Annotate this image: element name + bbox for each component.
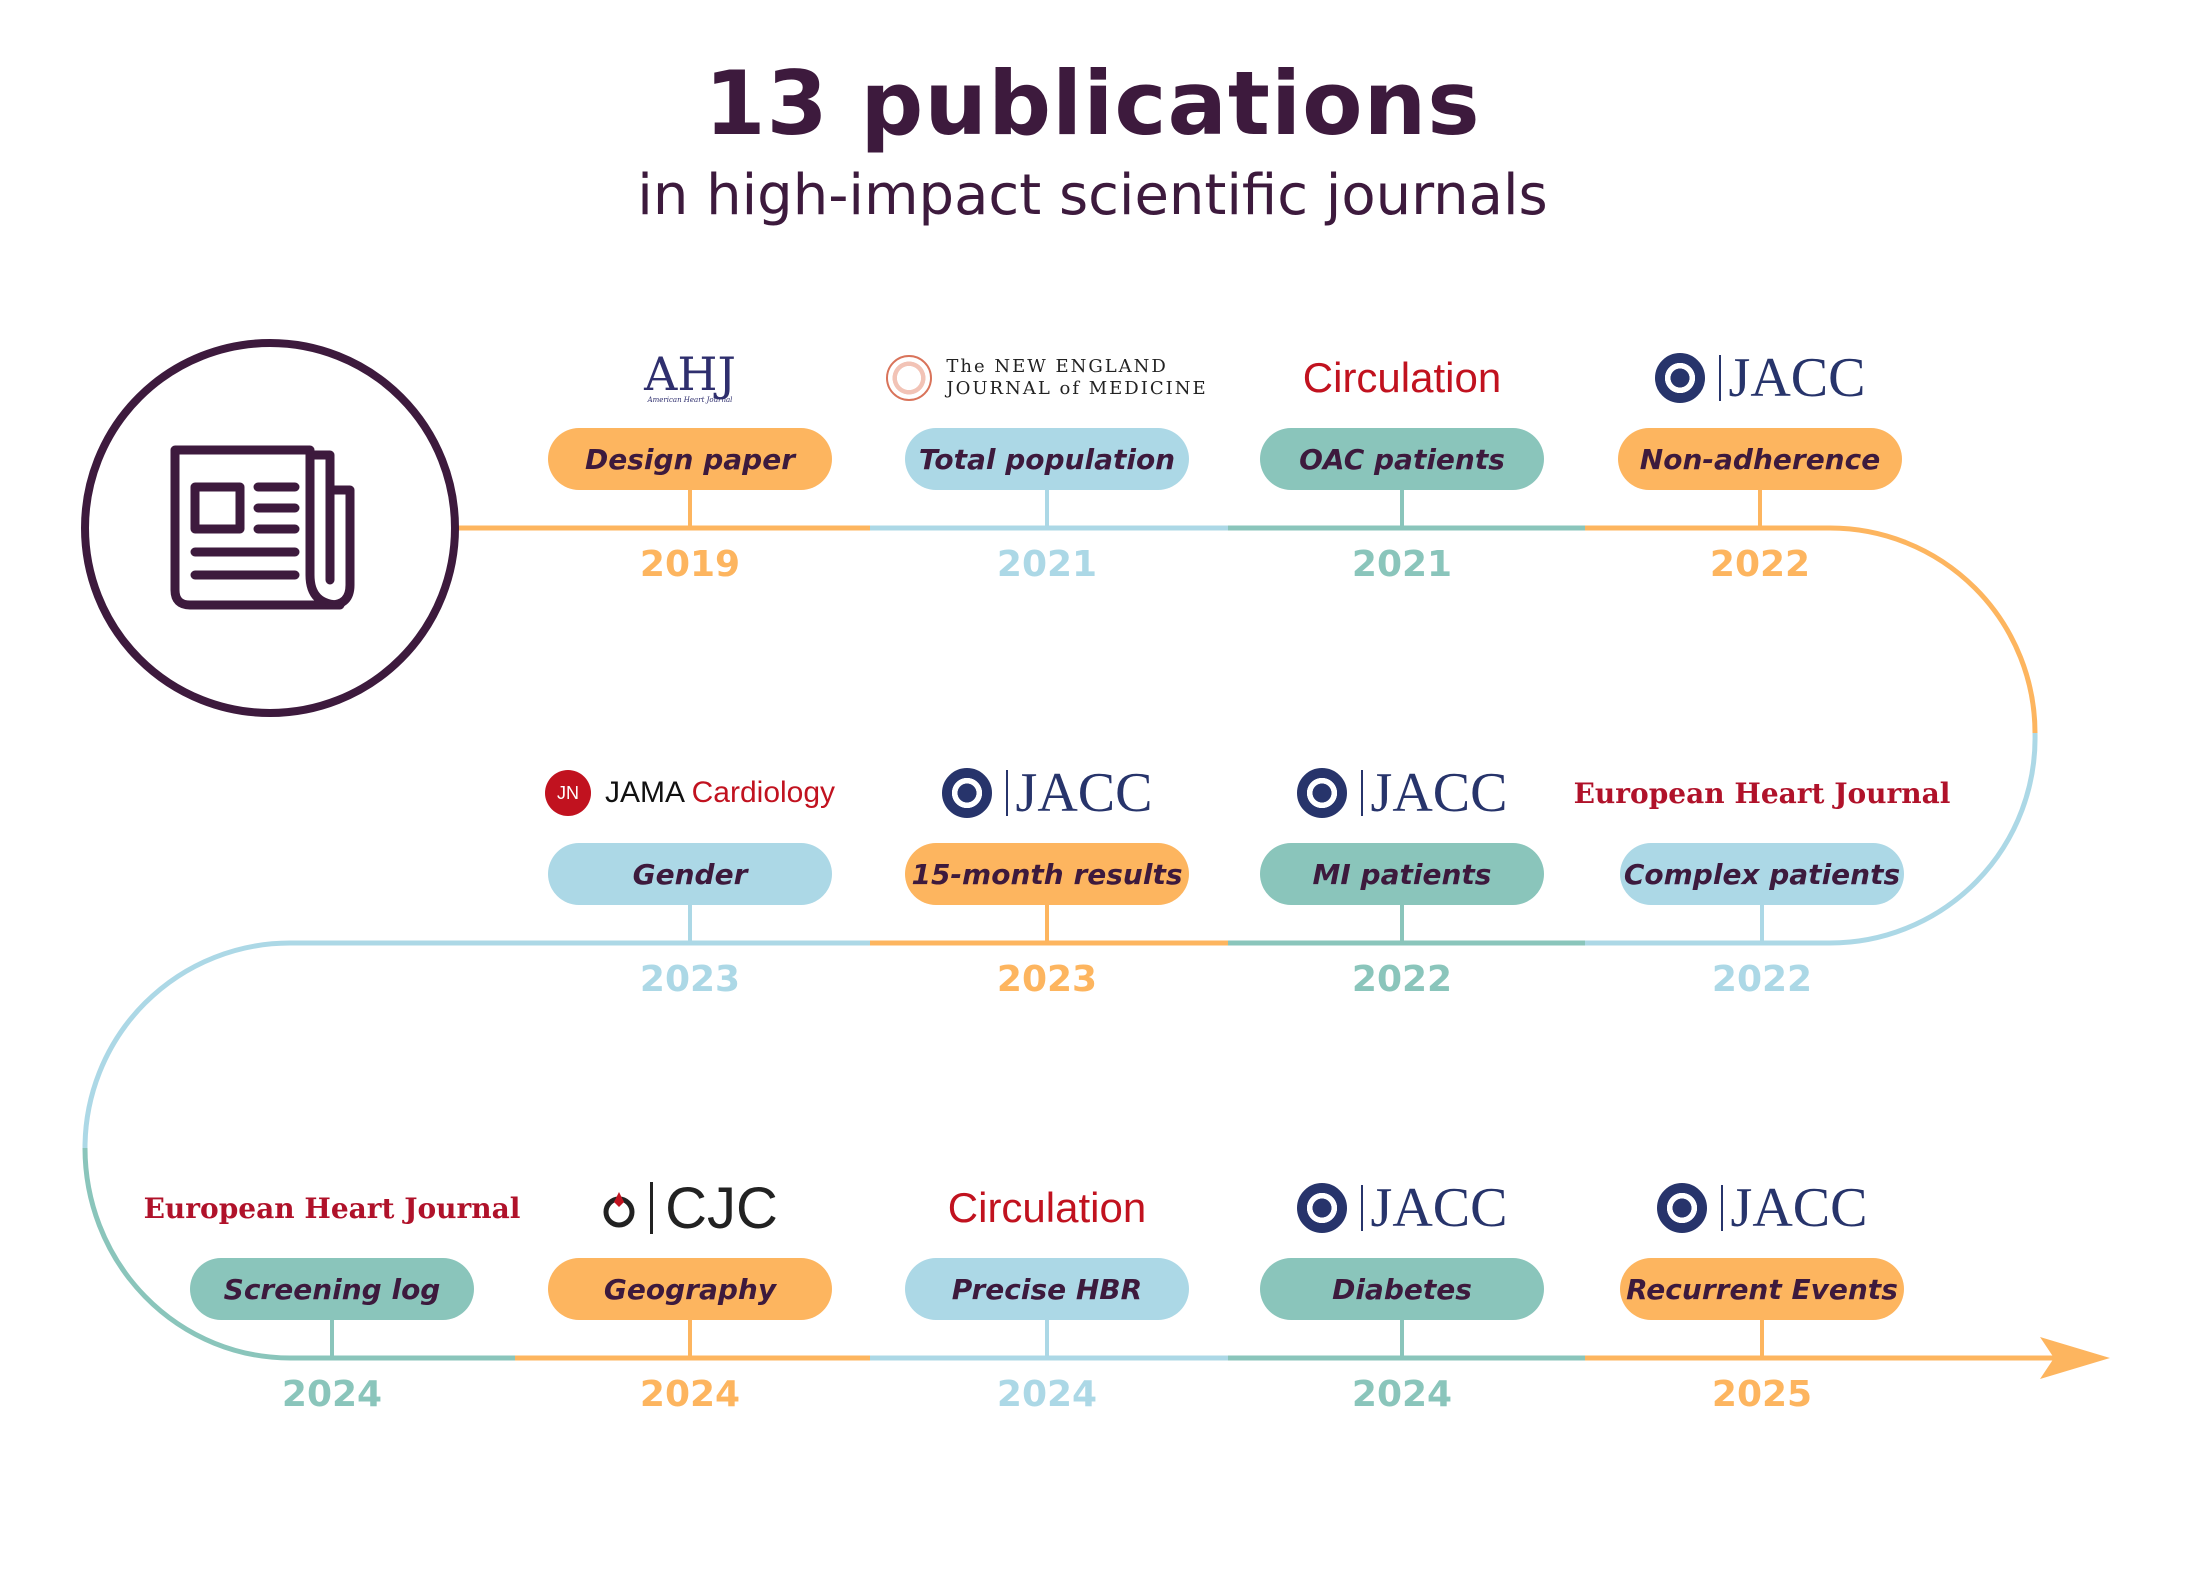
nejm-logo: The NEW ENGLAND JOURNAL of MEDICINE [946, 356, 1207, 400]
jacc-seal-icon [941, 768, 992, 818]
journal-logo: The NEW ENGLAND JOURNAL of MEDICINE [847, 348, 1247, 408]
journal-name: The NEW ENGLAND [946, 356, 1168, 377]
topic-pill: Design paper [548, 428, 832, 490]
milestone-stem [1045, 1320, 1049, 1358]
divider [1005, 770, 1008, 816]
journal-subname: American Heart Journal [647, 396, 733, 404]
divider [1360, 1185, 1363, 1231]
page-subtitle: in high-impact scientific journals [637, 163, 1548, 228]
road-segment [1829, 525, 2038, 734]
milestone-stem [1760, 905, 1764, 943]
divider [1718, 355, 1721, 401]
jacc-seal-icon [1296, 1183, 1347, 1233]
milestone-stem [1400, 490, 1404, 528]
journal-logo: European Heart Journal [132, 1178, 532, 1238]
cjc-heart-icon [603, 1192, 635, 1228]
year-label: 2021 [1351, 544, 1453, 585]
journal-logo: European Heart Journal [1562, 763, 1962, 823]
jacc-seal-icon [1654, 353, 1705, 403]
road-segment [82, 1147, 291, 1361]
journal-logo: JACC [1202, 762, 1602, 824]
topic-pill: Geography [548, 1258, 832, 1320]
jama-logo: JAMA Cardiology [605, 776, 835, 810]
year-label: 2024 [281, 1374, 383, 1415]
topic-pill: Total population [905, 428, 1189, 490]
topic-pill: Diabetes [1260, 1258, 1544, 1320]
divider [1360, 770, 1363, 816]
journal-logo: JACC [847, 762, 1247, 824]
milestone-stem [1045, 490, 1049, 528]
jacc-seal-icon [1296, 768, 1347, 818]
topic-pill: Gender [548, 843, 832, 905]
ahj-logo: AHJ American Heart Journal [644, 347, 736, 404]
milestone-stem [1758, 490, 1762, 528]
year-label: 2025 [1711, 1374, 1813, 1415]
journal-name: JACC [1730, 1177, 1868, 1239]
journal-name: JACC [1370, 762, 1508, 824]
arrow-head-icon [2040, 1337, 2110, 1379]
year-label: 2024 [996, 1374, 1098, 1415]
journal-subname: Cardiology [691, 776, 836, 809]
journal-subname: JOURNAL of MEDICINE [946, 378, 1208, 399]
divider [650, 1182, 654, 1234]
journal-logo: CJC [490, 1176, 890, 1241]
topic-pill: Screening log [190, 1258, 474, 1320]
journal-name: Circulation [1302, 354, 1502, 401]
page-title: 13 publications [704, 52, 1481, 155]
milestone-stem [1045, 905, 1049, 943]
year-label: 2021 [996, 544, 1098, 585]
milestone-stem [1760, 1320, 1764, 1358]
journal-logo: AHJ American Heart Journal [490, 348, 890, 408]
topic-pill: Precise HBR [905, 1258, 1189, 1320]
nejm-seal-icon [886, 355, 933, 401]
newspaper-icon [170, 445, 355, 610]
journal-name: European Heart Journal [143, 1191, 521, 1225]
journal-logo: Circulation [847, 1178, 1247, 1238]
milestone-stem [688, 905, 692, 943]
milestone-stem [688, 490, 692, 528]
journal-name: JAMA [604, 776, 684, 809]
journal-logo: JACC [1560, 347, 1960, 409]
jn-icon: JN [544, 770, 591, 816]
road-segment [82, 940, 291, 1149]
year-label: 2024 [1351, 1374, 1453, 1415]
divider [1720, 1185, 1723, 1231]
journal-name: European Heart Journal [1573, 776, 1951, 810]
topic-pill: MI patients [1260, 843, 1544, 905]
journal-logo: JN JAMA Cardiology [490, 763, 890, 823]
milestone-stem [1400, 905, 1404, 943]
milestone-stem [688, 1320, 692, 1358]
jacc-seal-icon [1656, 1183, 1707, 1233]
topic-pill: OAC patients [1260, 428, 1544, 490]
journal-logo: JACC [1202, 1177, 1602, 1239]
journal-name: Circulation [947, 1184, 1147, 1231]
journal-name: JACC [1370, 1177, 1508, 1239]
journal-name: CJC [665, 1175, 778, 1241]
year-label: 2019 [639, 544, 741, 585]
year-label: 2022 [1711, 959, 1813, 1000]
milestone-stem [330, 1320, 334, 1358]
journal-logo: Circulation [1202, 348, 1602, 408]
year-label: 2023 [996, 959, 1098, 1000]
topic-pill: Complex patients [1620, 843, 1904, 905]
topic-pill: Non-adherence [1618, 428, 1902, 490]
milestone-stem [1400, 1320, 1404, 1358]
year-label: 2024 [639, 1374, 741, 1415]
journal-name: JACC [1728, 347, 1866, 409]
year-label: 2022 [1709, 544, 1811, 585]
topic-pill: Recurrent Events [1620, 1258, 1904, 1320]
road-segment [1829, 732, 2038, 946]
year-label: 2022 [1351, 959, 1453, 1000]
journal-name: JACC [1015, 762, 1153, 824]
topic-pill: 15-month results [905, 843, 1189, 905]
year-label: 2023 [639, 959, 741, 1000]
journal-name: AHJ [644, 347, 736, 401]
journal-logo: JACC [1562, 1177, 1962, 1239]
